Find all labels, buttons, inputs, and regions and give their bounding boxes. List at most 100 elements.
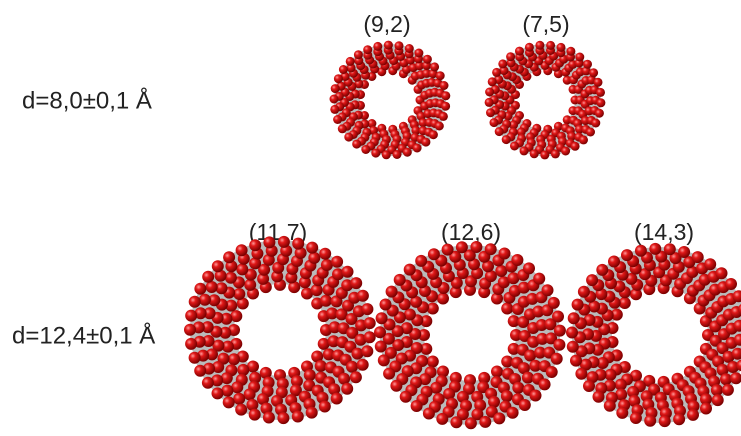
atom (233, 393, 245, 405)
atom (557, 43, 566, 52)
atom (184, 324, 196, 336)
atom (507, 407, 519, 419)
atom (236, 263, 248, 275)
tube-label: (14,3) (634, 219, 694, 245)
atom (586, 274, 598, 286)
atom (194, 283, 206, 295)
atom (341, 383, 353, 395)
row-label: d=12,4±0,1 Å (12, 321, 155, 349)
atom (525, 43, 534, 52)
atom (700, 403, 712, 415)
atom (596, 88, 605, 97)
atom (376, 312, 388, 324)
atom (321, 259, 333, 271)
atom (405, 44, 414, 53)
atom (263, 236, 275, 248)
atom (540, 150, 549, 159)
atom (548, 297, 560, 309)
atom (566, 327, 578, 339)
atom (414, 49, 423, 58)
atom (570, 355, 582, 367)
atom (403, 148, 412, 157)
atom (330, 105, 339, 114)
atom (375, 341, 387, 353)
atom (202, 377, 214, 389)
atom (421, 138, 430, 147)
atom (395, 41, 404, 50)
atom (411, 400, 423, 412)
page: d=8,0±0,1 Å d=12,4±0,1 Å (9,2) (7,5) (11… (0, 0, 741, 436)
atom (542, 284, 554, 296)
atom (236, 244, 248, 256)
atom (456, 241, 468, 253)
atom (687, 409, 699, 421)
atom (383, 368, 395, 380)
atom (361, 145, 370, 154)
atom (442, 244, 454, 256)
atom (331, 256, 343, 268)
atom (404, 264, 416, 276)
atom (440, 81, 449, 90)
atom (533, 273, 545, 285)
atom (199, 294, 211, 306)
atom (488, 77, 497, 86)
atom (185, 338, 197, 350)
atom (390, 380, 402, 392)
atom (485, 243, 497, 255)
atom (441, 102, 450, 111)
atom (352, 140, 361, 149)
atom (320, 295, 332, 307)
figure: d=8,0±0,1 Å d=12,4±0,1 Å (9,2) (7,5) (11… (0, 0, 741, 436)
atom (441, 91, 450, 100)
atom (249, 239, 261, 251)
atom (292, 238, 304, 250)
atom (546, 41, 555, 50)
atom (635, 245, 647, 257)
atom (502, 135, 511, 144)
atom (490, 118, 499, 127)
atom (659, 415, 671, 427)
atom (194, 365, 206, 377)
tube-label: (7,5) (522, 11, 569, 37)
atom (339, 65, 348, 74)
atom (506, 52, 515, 61)
atom (554, 325, 566, 337)
tube-hole (426, 291, 514, 379)
atom (278, 236, 290, 248)
atom (202, 271, 214, 283)
atom (400, 391, 412, 403)
atom (380, 299, 392, 311)
atom (333, 115, 342, 124)
atom (575, 368, 587, 380)
atom (308, 252, 320, 264)
atom (378, 354, 390, 366)
atom (427, 356, 439, 368)
atom (495, 265, 507, 277)
atom (223, 251, 235, 263)
atom (277, 412, 289, 424)
atom (568, 312, 580, 324)
atom (189, 352, 201, 364)
atom (495, 127, 504, 136)
atom (382, 150, 391, 159)
atom (583, 60, 592, 69)
atom (673, 413, 685, 425)
atom (712, 394, 724, 406)
atom (185, 310, 197, 322)
atom (608, 256, 620, 268)
atom (664, 243, 676, 255)
atom (589, 68, 598, 77)
nanotube (374, 241, 566, 429)
nanotube (485, 41, 606, 160)
atom (578, 286, 590, 298)
atom (244, 388, 256, 400)
atom (249, 409, 261, 421)
atom (561, 147, 570, 156)
atom (350, 277, 362, 289)
atom (498, 59, 507, 68)
atom (572, 299, 584, 311)
atom (319, 401, 331, 413)
atom (394, 274, 406, 286)
atom (423, 408, 435, 420)
atom (470, 241, 482, 253)
